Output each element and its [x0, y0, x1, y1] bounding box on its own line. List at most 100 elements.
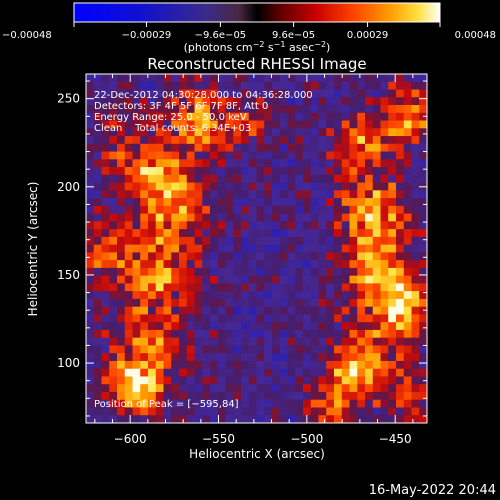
heatmap-cell: [148, 221, 157, 230]
heatmap-cell: [132, 236, 141, 246]
heatmap-cell: [101, 314, 110, 323]
heatmap-cell: [365, 298, 374, 308]
heatmap-cell: [380, 143, 389, 153]
heatmap-cell: [225, 97, 234, 106]
heatmap-cell: [124, 329, 134, 339]
heatmap-cell: [140, 151, 149, 160]
heatmap-cell: [357, 360, 366, 370]
heatmap-cell: [186, 283, 196, 292]
heatmap-cell: [372, 337, 382, 347]
heatmap-cell: [326, 275, 335, 284]
heatmap-cell: [124, 384, 134, 393]
heatmap-cell: [233, 112, 242, 122]
heatmap-cell: [264, 329, 273, 339]
heatmap-cell: [372, 252, 382, 261]
heatmap-cell: [341, 229, 351, 238]
heatmap-cell: [264, 97, 273, 106]
heatmap-cell: [225, 81, 234, 91]
heatmap-cell: [186, 205, 196, 215]
heatmap-cell: [279, 112, 289, 122]
heatmap-cell: [264, 337, 273, 347]
heatmap-cell: [396, 136, 405, 145]
heatmap-cell: [148, 105, 157, 114]
heatmap-cell: [365, 221, 374, 230]
heatmap-cell: [241, 97, 250, 106]
heatmap-cell: [326, 167, 335, 176]
heatmap-cell: [272, 213, 281, 222]
heatmap-cell: [326, 105, 335, 114]
heatmap-cell: [109, 89, 118, 98]
heatmap-cell: [341, 198, 351, 207]
heatmap-cell: [287, 229, 296, 238]
heatmap-cell: [295, 391, 304, 401]
heatmap-cell: [163, 391, 172, 401]
heatmap-cell: [372, 291, 382, 300]
heatmap-cell: [272, 120, 281, 129]
heatmap-cell: [233, 345, 242, 354]
heatmap-cell: [171, 74, 180, 83]
heatmap-cell: [186, 112, 196, 122]
heatmap-cell: [318, 143, 327, 153]
heatmap-cell: [403, 415, 413, 423]
heatmap-cell: [380, 236, 389, 246]
heatmap-cell: [279, 244, 289, 253]
heatmap-cell: [349, 74, 358, 83]
heatmap-cell: [419, 391, 427, 401]
heatmap-cell: [132, 260, 141, 269]
heatmap-cell: [148, 415, 157, 423]
heatmap-cell: [186, 89, 196, 98]
heatmap-cell: [403, 136, 413, 145]
heatmap-cell: [365, 120, 374, 129]
heatmap-cell: [411, 353, 420, 362]
heatmap-cell: [372, 244, 382, 253]
heatmap-cell: [217, 267, 227, 277]
heatmap-cell: [155, 151, 165, 160]
heatmap-cell: [256, 337, 265, 347]
heatmap-cell: [101, 74, 110, 83]
heatmap-cell: [295, 81, 304, 91]
heatmap-cell: [419, 337, 427, 347]
heatmap-cell: [140, 306, 149, 316]
heatmap-cell: [272, 260, 281, 269]
heatmap-cell: [217, 167, 227, 176]
heatmap-cell: [411, 407, 420, 416]
heatmap-cell: [210, 399, 219, 409]
heatmap-cell: [365, 213, 374, 222]
heatmap-cell: [117, 252, 126, 261]
heatmap-cell: [163, 229, 172, 238]
heatmap-cell: [318, 159, 327, 168]
heatmap-cell: [117, 74, 126, 83]
heatmap-cell: [287, 120, 296, 129]
heatmap-cell: [179, 267, 188, 277]
heatmap-cell: [372, 159, 382, 168]
heatmap-cell: [326, 415, 335, 423]
heatmap-cell: [279, 391, 289, 401]
heatmap-cell: [272, 105, 281, 114]
heatmap-cell: [117, 205, 126, 215]
heatmap-cell: [117, 275, 126, 284]
heatmap-cell: [310, 221, 320, 230]
heatmap-cell: [272, 275, 281, 284]
heatmap-cell: [93, 190, 103, 199]
heatmap-cell: [256, 283, 265, 292]
heatmap-cell: [256, 89, 265, 98]
heatmap-cell: [349, 236, 358, 246]
heatmap-cell: [148, 190, 157, 199]
heatmap-cell: [279, 105, 289, 114]
heatmap-cell: [124, 128, 134, 137]
heatmap-cell: [310, 329, 320, 339]
heatmap-cell: [194, 221, 203, 230]
heatmap-cell: [326, 252, 335, 261]
heatmap-cell: [388, 97, 397, 106]
heatmap-cell: [264, 89, 273, 98]
heatmap-cell: [186, 97, 196, 106]
y-tick-label: 150: [57, 268, 80, 282]
heatmap-cell: [310, 314, 320, 323]
heatmap-cell: [186, 229, 196, 238]
heatmap-cell: [140, 298, 149, 308]
heatmap-cell: [380, 128, 389, 137]
heatmap-cell: [109, 391, 118, 401]
heatmap-cell: [210, 407, 219, 416]
heatmap-cell: [248, 229, 258, 238]
